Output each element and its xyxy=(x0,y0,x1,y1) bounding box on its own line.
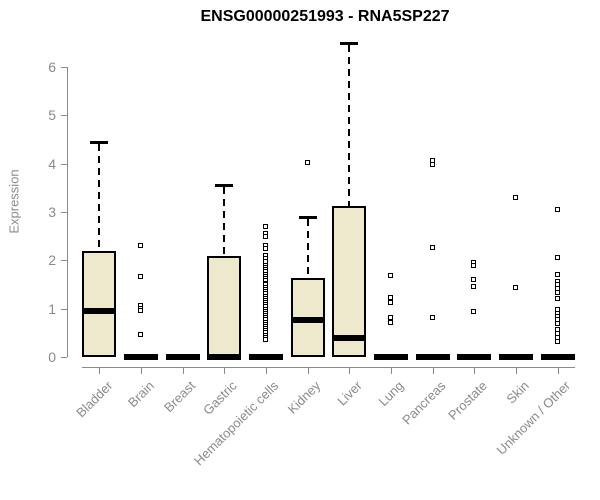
boxplot-median xyxy=(332,334,367,341)
y-tick-label: 0 xyxy=(48,349,56,365)
outlier-point xyxy=(387,299,393,305)
outlier-point xyxy=(471,276,477,282)
outlier-point xyxy=(554,339,560,345)
outlier-point xyxy=(554,321,560,327)
outlier-point xyxy=(471,263,477,269)
x-tick xyxy=(557,368,559,374)
y-tick xyxy=(61,357,67,358)
y-tick xyxy=(61,163,67,165)
x-axis-label: Lung xyxy=(375,378,407,410)
outlier-point xyxy=(429,315,435,321)
outlier-point xyxy=(304,159,310,165)
x-axis-label: Pancreas xyxy=(398,378,449,428)
outlier-point xyxy=(262,246,268,252)
outlier-point xyxy=(262,337,268,343)
outlier-point xyxy=(513,284,518,290)
outlier-point xyxy=(387,295,393,301)
boxplot-median xyxy=(415,354,450,360)
y-tick xyxy=(61,308,67,310)
whisker-cap xyxy=(340,41,359,45)
outlier-point xyxy=(471,283,477,289)
outlier-point xyxy=(554,295,560,301)
boxplot-box xyxy=(332,206,367,357)
x-tick xyxy=(224,368,226,374)
x-tick xyxy=(307,368,309,374)
outlier-point xyxy=(262,223,268,229)
boxplot-whisker xyxy=(348,44,351,207)
outlier-point xyxy=(554,254,560,260)
x-axis-label: Kidney xyxy=(284,378,324,417)
outlier-point xyxy=(137,274,143,280)
x-axis-label: Liver xyxy=(334,378,365,409)
outlier-point xyxy=(554,271,560,277)
x-tick xyxy=(474,368,476,374)
outlier-point xyxy=(387,272,393,278)
y-tick xyxy=(61,212,67,213)
boxplot-median xyxy=(290,316,325,323)
y-tick-label: 3 xyxy=(48,204,56,220)
boxplot-median xyxy=(540,354,575,360)
outlier-point xyxy=(137,332,143,338)
boxplot-whisker xyxy=(306,218,309,279)
x-tick xyxy=(182,368,184,374)
boxplot-median xyxy=(373,354,408,360)
x-axis-label: Bladder xyxy=(72,378,115,421)
chart-title: ENSG00000251993 - RNA5SP227 xyxy=(200,8,450,25)
boxplot-median xyxy=(457,354,492,360)
y-tick-label: 6 xyxy=(48,59,56,76)
boxplot-median xyxy=(207,354,242,360)
x-axis-label: Prostate xyxy=(445,378,490,423)
boxplot-median xyxy=(165,354,200,360)
y-tick-label: 2 xyxy=(48,252,56,269)
outlier-point xyxy=(429,161,435,167)
whisker-cap xyxy=(298,215,317,219)
boxplot-median xyxy=(248,354,283,360)
x-tick xyxy=(432,368,434,374)
y-axis-line xyxy=(67,67,68,357)
x-axis-label: Gastric xyxy=(200,378,240,418)
boxplot-median xyxy=(123,354,158,360)
outlier-point xyxy=(137,242,143,248)
x-tick xyxy=(99,368,101,374)
x-axis-label: Skin xyxy=(503,378,532,407)
x-axis-line xyxy=(82,367,575,368)
y-tick-label: 5 xyxy=(48,107,56,124)
whisker-cap xyxy=(90,140,109,144)
x-axis-label: Breast xyxy=(161,378,199,416)
x-tick xyxy=(265,368,267,374)
boxplot-whisker xyxy=(98,143,101,251)
outlier-point xyxy=(387,320,393,326)
y-tick-label: 1 xyxy=(48,300,56,317)
y-tick xyxy=(61,67,67,69)
whisker-cap xyxy=(215,184,234,188)
y-tick xyxy=(61,115,67,117)
x-tick xyxy=(349,368,351,374)
boxplot-box xyxy=(207,255,242,357)
x-tick xyxy=(516,368,517,374)
outlier-point xyxy=(387,315,393,321)
boxplot-whisker xyxy=(223,187,226,256)
x-tick xyxy=(140,368,142,374)
outlier-point xyxy=(429,245,435,251)
outlier-point xyxy=(554,289,560,295)
outlier-point xyxy=(137,308,143,314)
x-axis-label: Unknown / Other xyxy=(493,378,574,458)
outlier-point xyxy=(471,309,477,315)
boxplot-median xyxy=(82,308,117,315)
y-tick xyxy=(61,260,67,262)
boxplot-box xyxy=(82,250,117,357)
outlier-point xyxy=(513,194,518,200)
x-tick xyxy=(390,368,392,374)
x-axis-label: Brain xyxy=(124,378,157,411)
y-tick-label: 4 xyxy=(48,155,56,172)
outlier-point xyxy=(554,206,560,212)
outlier-point xyxy=(262,234,268,240)
boxplot-median xyxy=(499,354,533,360)
